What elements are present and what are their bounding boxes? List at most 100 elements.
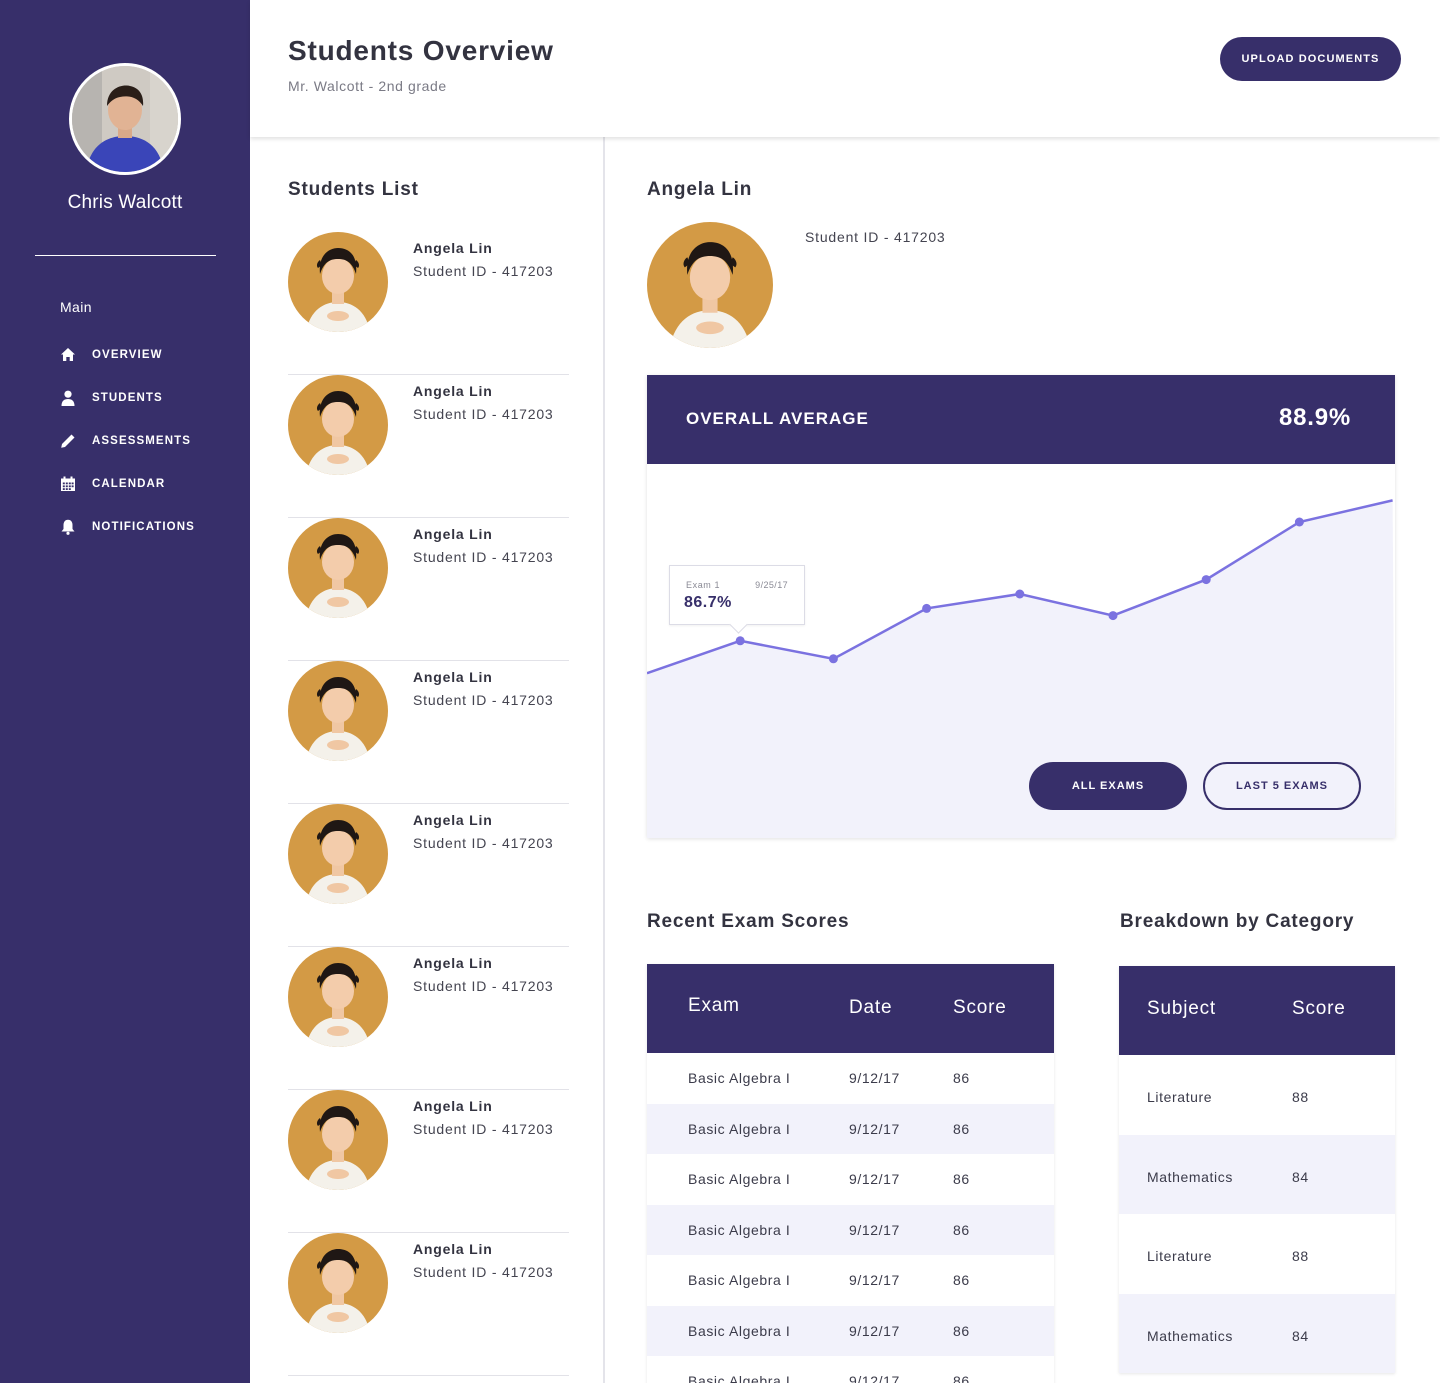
column-header-subject: Subject xyxy=(1147,998,1216,1019)
students-list-title: Students List xyxy=(288,179,419,200)
table-row[interactable]: Basic Algebra I 9/12/17 86 xyxy=(647,1204,1054,1255)
cell-score: 84 xyxy=(1292,1327,1309,1344)
nav-label: CALENDAR xyxy=(92,477,166,490)
student-name: Angela Lin xyxy=(413,812,493,828)
nav-label: ASSESSMENTS xyxy=(92,434,192,447)
chart-data-point[interactable] xyxy=(735,636,745,646)
detail-student-avatar xyxy=(647,222,773,348)
student-name: Angela Lin xyxy=(413,669,493,685)
bell-icon xyxy=(60,519,76,535)
page-header: Students Overview Mr. Walcott - 2nd grad… xyxy=(250,0,1440,137)
sidebar: Chris Walcott Main OVERVIEW STUDENTS ASS… xyxy=(0,0,250,1383)
nav-item-assessments[interactable]: ASSESSMENTS xyxy=(60,419,195,462)
student-list-item[interactable]: Angela Lin Student ID - 417203 xyxy=(288,661,569,804)
student-name: Angela Lin xyxy=(413,526,493,542)
student-name: Angela Lin xyxy=(413,240,493,256)
exam-scores-table: Exam Date Score Basic Algebra I 9/12/17 86… xyxy=(647,964,1054,1383)
nav-item-calendar[interactable]: CALENDAR xyxy=(60,462,195,505)
cell-subject: Mathematics xyxy=(1147,1327,1233,1344)
category-table: Subject Score Literature 88 Mathematics 84 L… xyxy=(1119,966,1395,1373)
student-avatar xyxy=(288,1090,388,1190)
chart-data-point[interactable] xyxy=(1294,517,1304,527)
cell-date: 9/12/17 xyxy=(849,1373,900,1383)
page-subtitle: Mr. Walcott - 2nd grade xyxy=(288,78,447,94)
overall-average-label: OVERALL AVERAGE xyxy=(686,409,869,428)
student-avatar xyxy=(288,518,388,618)
chart-data-point[interactable] xyxy=(1015,589,1025,599)
cell-score: 86 xyxy=(953,1070,970,1086)
table-row[interactable]: Literature 88 xyxy=(1119,1214,1395,1294)
cell-exam: Basic Algebra I xyxy=(688,1221,791,1238)
cell-exam: Basic Algebra I xyxy=(688,1120,791,1137)
table-row[interactable]: Basic Algebra I 9/12/17 86 xyxy=(647,1154,1054,1205)
average-line-chart xyxy=(647,464,1395,838)
cell-score: 86 xyxy=(953,1171,970,1187)
breakdown-by-category-title: Breakdown by Category xyxy=(1120,911,1355,932)
table-row[interactable]: Basic Algebra I 9/12/17 86 xyxy=(647,1103,1054,1154)
chart-data-point[interactable] xyxy=(1108,611,1118,621)
student-avatar xyxy=(288,804,388,904)
table-row[interactable]: Basic Algebra I 9/12/17 86 xyxy=(647,1255,1054,1306)
table-row[interactable]: Mathematics 84 xyxy=(1119,1134,1395,1214)
student-id: Student ID - 417203 xyxy=(413,263,554,279)
chart-data-point[interactable] xyxy=(828,654,838,664)
student-avatar xyxy=(288,232,388,332)
cell-date: 9/12/17 xyxy=(849,1171,900,1187)
last-5-exams-button[interactable]: LAST 5 EXAMS xyxy=(1203,762,1361,810)
exam-table-header: Exam Date Score xyxy=(647,964,1054,1053)
column-header-score: Score xyxy=(953,997,1007,1018)
profile-avatar[interactable] xyxy=(69,63,181,175)
chart-header: OVERALL AVERAGE 88.9% xyxy=(647,375,1395,464)
panel-divider xyxy=(603,137,605,1383)
student-list-item[interactable]: Angela Lin Student ID - 417203 xyxy=(288,375,569,518)
table-row[interactable]: Basic Algebra I 9/12/17 86 xyxy=(647,1305,1054,1356)
student-list-item[interactable]: Angela Lin Student ID - 417203 xyxy=(288,1233,569,1376)
sidebar-divider xyxy=(35,255,216,256)
table-row[interactable]: Basic Algebra I 9/12/17 86 xyxy=(647,1053,1054,1104)
nav-label: NOTIFICATIONS xyxy=(92,520,195,533)
calendar-icon xyxy=(60,476,76,492)
student-list-item[interactable]: Angela Lin Student ID - 417203 xyxy=(288,804,569,947)
chart-data-point[interactable] xyxy=(922,603,932,613)
category-table-header: Subject Score xyxy=(1119,966,1395,1055)
tooltip-exam-label: Exam 1 xyxy=(686,580,721,590)
nav-section-label: Main xyxy=(60,299,92,315)
student-id: Student ID - 417203 xyxy=(413,692,554,708)
student-name: Angela Lin xyxy=(413,955,493,971)
table-row[interactable]: Basic Algebra I 9/12/17 86 xyxy=(647,1356,1054,1383)
overall-average-card: OVERALL AVERAGE 88.9% Exam 1 9/25/17 86.… xyxy=(647,375,1395,838)
cell-exam: Basic Algebra I xyxy=(688,1322,791,1339)
student-list-item[interactable]: Angela Lin Student ID - 417203 xyxy=(288,518,569,661)
student-id: Student ID - 417203 xyxy=(413,406,554,422)
cell-subject: Mathematics xyxy=(1147,1168,1233,1185)
main-nav: OVERVIEW STUDENTS ASSESSMENTS xyxy=(60,333,195,548)
cell-score: 86 xyxy=(953,1322,970,1339)
student-id: Student ID - 417203 xyxy=(413,549,554,565)
upload-documents-button[interactable]: UPLOAD DOCUMENTS xyxy=(1220,37,1401,81)
table-row[interactable]: Literature 88 xyxy=(1119,1055,1395,1135)
table-row[interactable]: Mathematics 84 xyxy=(1119,1293,1395,1373)
chart-data-point[interactable] xyxy=(1201,575,1211,585)
nav-item-notifications[interactable]: NOTIFICATIONS xyxy=(60,505,195,548)
cell-date: 9/12/17 xyxy=(849,1272,900,1288)
detail-student-id: Student ID - 417203 xyxy=(805,229,946,245)
cell-score: 86 xyxy=(953,1221,970,1238)
cell-date: 9/12/17 xyxy=(849,1070,900,1086)
cell-exam: Basic Algebra I xyxy=(688,1171,791,1187)
student-list-item[interactable]: Angela Lin Student ID - 417203 xyxy=(288,947,569,1090)
nav-item-overview[interactable]: OVERVIEW xyxy=(60,333,195,376)
student-id: Student ID - 417203 xyxy=(413,1264,554,1280)
overall-average-value: 88.9% xyxy=(1278,404,1351,431)
student-avatar xyxy=(288,661,388,761)
student-list-item[interactable]: Angela Lin Student ID - 417203 xyxy=(288,232,569,375)
chart-area-fill xyxy=(647,500,1395,838)
cell-score: 86 xyxy=(953,1272,970,1288)
cell-date: 9/12/17 xyxy=(849,1322,900,1339)
column-header-score: Score xyxy=(1292,998,1346,1019)
all-exams-button[interactable]: ALL EXAMS xyxy=(1029,762,1187,810)
student-id: Student ID - 417203 xyxy=(413,978,554,994)
student-list-item[interactable]: Angela Lin Student ID - 417203 xyxy=(288,1090,569,1233)
student-name: Angela Lin xyxy=(413,1098,493,1114)
student-list: Angela Lin Student ID - 417203 Angela Lin… xyxy=(288,232,569,1376)
nav-item-students[interactable]: STUDENTS xyxy=(60,376,195,419)
